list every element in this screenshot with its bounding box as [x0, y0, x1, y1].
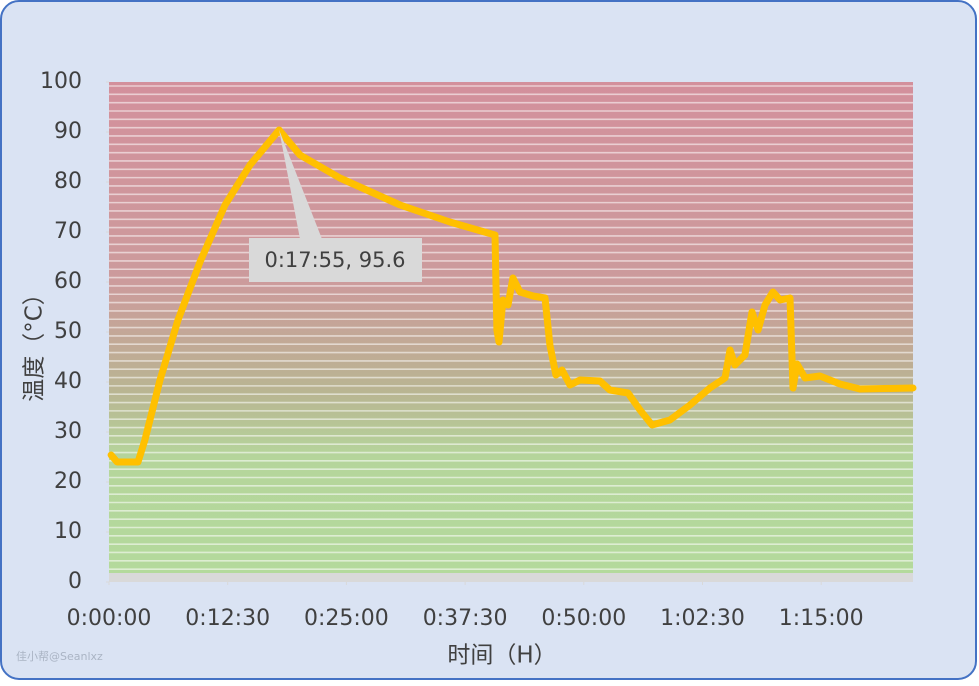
x-tick-label: 0:50:00 [541, 606, 626, 631]
y-axis-title: 温度（°C） [22, 282, 48, 402]
x-tick-label: 1:02:30 [660, 606, 745, 631]
x-tick-label: 0:12:30 [185, 606, 270, 631]
y-tick-label: 90 [54, 119, 82, 144]
y-tick-label: 40 [54, 369, 82, 394]
y-tick-label: 100 [40, 69, 82, 94]
y-tick-label: 80 [54, 169, 82, 194]
x-axis-title: 时间（H） [447, 643, 556, 669]
y-tick-label: 10 [54, 519, 82, 544]
x-tick-label: 0:25:00 [304, 606, 389, 631]
baseline-band [109, 573, 913, 582]
y-tick-label: 50 [54, 319, 82, 344]
y-tick-label: 70 [54, 219, 82, 244]
y-tick-label: 0 [68, 569, 82, 594]
x-tick-label: 0:00:00 [67, 606, 152, 631]
y-tick-label: 20 [54, 469, 82, 494]
callout-label: 0:17:55, 95.6 [264, 248, 405, 272]
x-tick-label: 0:37:30 [423, 606, 508, 631]
y-tick-label: 30 [54, 419, 82, 444]
y-tick-label: 60 [54, 269, 82, 294]
callout-box [249, 238, 422, 282]
temperature-line [107, 126, 917, 466]
callout-pointer [279, 130, 322, 239]
plot-background [109, 82, 913, 582]
watermark: 佳小帮@Seanlxz [16, 649, 103, 663]
x-tick-label: 1:15:00 [779, 606, 864, 631]
